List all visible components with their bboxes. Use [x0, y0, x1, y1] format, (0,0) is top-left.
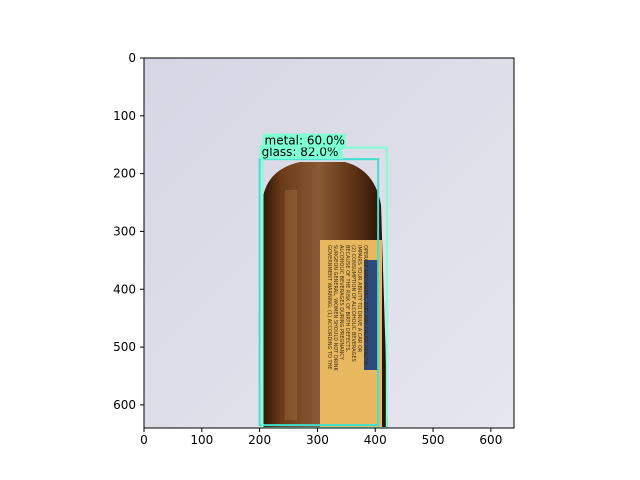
detection-label-glass: glass: 82.0% — [259, 145, 343, 160]
y-tick-label: 400 — [113, 282, 136, 296]
svg-text:ALCOHOLIC BEVERAGES DURING PRE: ALCOHOLIC BEVERAGES DURING PREGNANCY — [338, 245, 344, 361]
detection-label-metal: metal: 60.0% — [262, 133, 346, 148]
detection-label-bg — [262, 133, 346, 148]
bottle-highlight — [285, 190, 297, 420]
bottle-label-stripe — [364, 260, 378, 370]
y-tick-label: 500 — [113, 340, 136, 354]
y-tick-label: 300 — [113, 224, 136, 238]
svg-text:SURGEON GENERAL, WOMEN SHOULD: SURGEON GENERAL, WOMEN SHOULD NOT DRINK — [332, 245, 338, 371]
detection-labels-layer: glass: 82.0%metal: 60.0% — [259, 133, 346, 160]
svg-text:BECAUSE OF THE RISK OF BIRTH D: BECAUSE OF THE RISK OF BIRTH DEFECTS. — [344, 245, 350, 353]
y-tick-label: 0 — [128, 51, 136, 65]
y-tick-label: 200 — [113, 167, 136, 181]
detection-label-bg — [259, 145, 343, 160]
svg-text:GOVERNMENT WARNING: (1) ACCORD: GOVERNMENT WARNING: (1) ACCORDING TO THE — [326, 245, 332, 370]
axes-frame — [143, 57, 515, 429]
x-tick-label: 600 — [479, 433, 502, 447]
x-axis: 0 100 200 300 400 500 600 — [140, 428, 502, 447]
bottle-label-text: GOVERNMENT WARNING: (1) ACCORDING TO THE… — [326, 245, 368, 371]
x-tick-label: 300 — [306, 433, 329, 447]
y-axis: 0 100 200 300 400 500 600 — [113, 51, 144, 412]
detection-label-text: metal: 60.0% — [265, 134, 345, 148]
svg-text:(2) CONSUMPTION OF ALCOHOLIC B: (2) CONSUMPTION OF ALCOHOLIC BEVERAGES — [350, 245, 356, 362]
x-tick-label: 500 — [422, 433, 445, 447]
x-tick-label: 100 — [190, 433, 213, 447]
detection-label-text: glass: 82.0% — [262, 145, 339, 159]
x-tick-label: 0 — [140, 433, 148, 447]
photo: GOVERNMENT WARNING: (1) ACCORDING TO THE… — [144, 58, 514, 428]
y-tick-label: 600 — [113, 398, 136, 412]
x-tick-label: 400 — [364, 433, 387, 447]
y-tick-label: 100 — [113, 109, 136, 123]
svg-text:OPERATE MACHINERY, AND MAY CAU: OPERATE MACHINERY, AND MAY CAUSE HEALTH — [362, 245, 368, 364]
svg-text:IMPAIRS YOUR ABILITY TO DRIVE: IMPAIRS YOUR ABILITY TO DRIVE A CAR OR — [356, 245, 362, 353]
x-tick-label: 200 — [248, 433, 271, 447]
